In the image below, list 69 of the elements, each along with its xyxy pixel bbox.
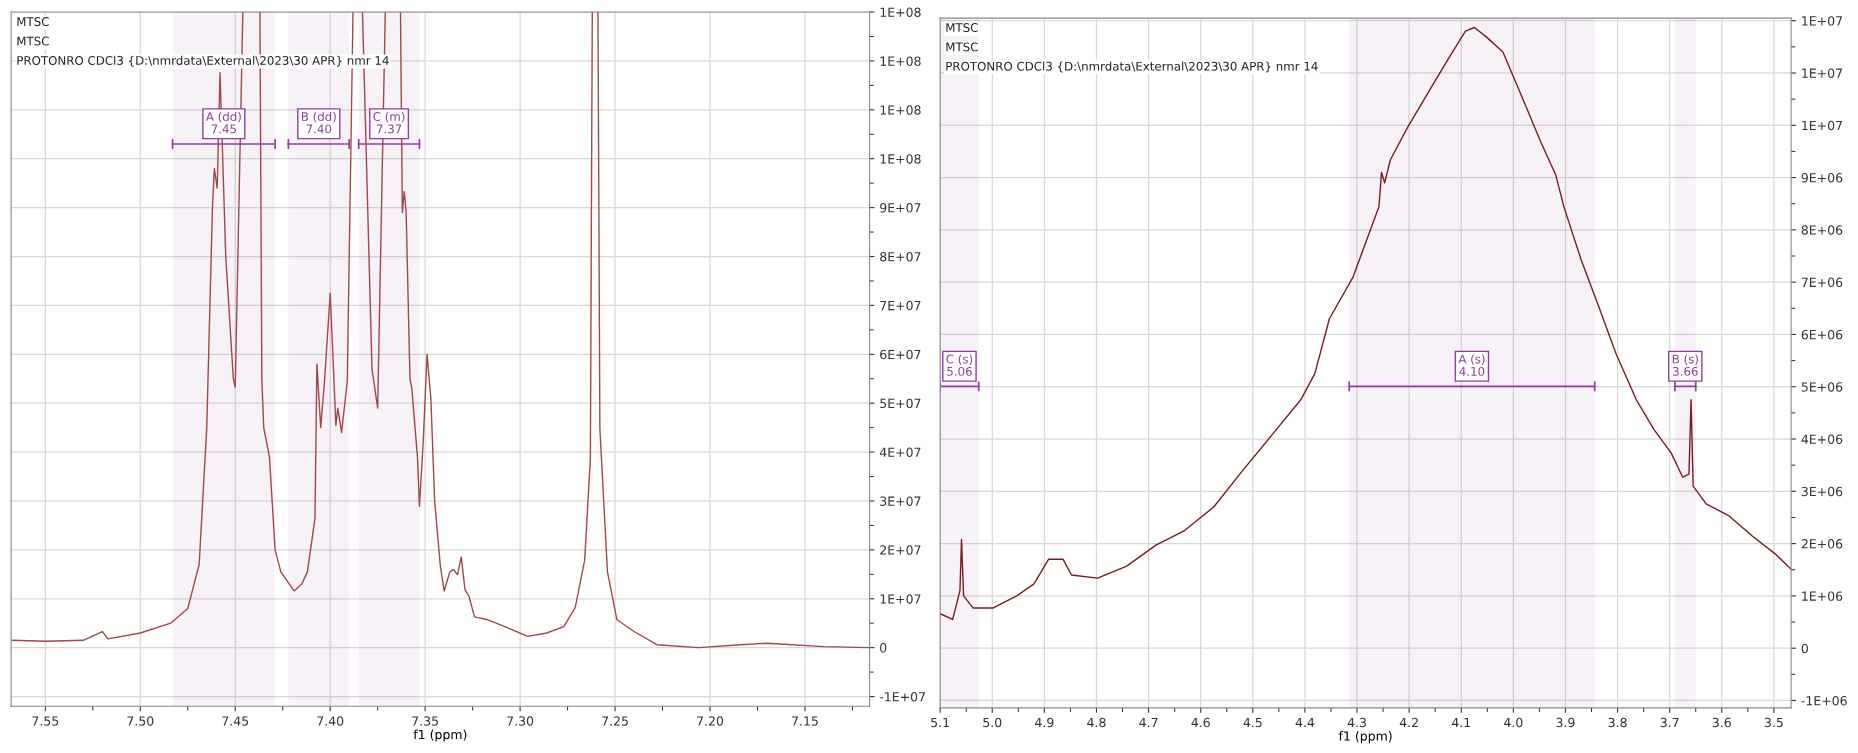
x-tick-label: 7.55: [32, 716, 59, 726]
y-tick-label: 3E+06: [1801, 486, 1843, 497]
x-tick-label: 4.7: [1139, 717, 1158, 728]
chart-title: MTSC: [946, 23, 978, 33]
y-tick-label: 2E+06: [1801, 539, 1843, 549]
band-label: A (s) 4.10: [1458, 354, 1485, 376]
annotation: PROTONRO CDCl3 {D:\nmrdata\External\2023\30 APR} nmr 14: [17, 55, 389, 67]
band-label: C (m) 7.37: [373, 111, 405, 134]
y-tick-label: -1E+07: [879, 692, 925, 702]
x-tick-label: 3.8: [1608, 717, 1627, 728]
y-tick-label: 6E+06: [1801, 329, 1843, 340]
x-tick-label: 3.7: [1660, 717, 1679, 728]
y-tick-label: 1E+08: [880, 56, 921, 66]
y-tick-label: 4E+06: [1801, 434, 1843, 444]
x-tick-label: 7.30: [507, 716, 534, 726]
annotation: MTSC: [946, 42, 978, 52]
y-tick-label: 9E+06: [1801, 173, 1843, 183]
x-tick-label: 5.0: [983, 717, 1002, 728]
x-tick-label: 4.6: [1191, 717, 1210, 728]
y-tick-label: 1E+08: [880, 7, 921, 17]
y-tick-label: 1E+08: [880, 105, 921, 115]
annotation: PROTONRO CDCl3 {D:\nmrdata\External\2023\30 APR} nmr 14: [946, 61, 1318, 73]
x-tick-label: 7.50: [127, 716, 154, 726]
chart-title: MTSC: [17, 17, 49, 27]
x-tick-label: 4.5: [1243, 717, 1262, 728]
y-tick-label: 6E+07: [880, 349, 921, 360]
band-label: C (s) 5.06: [946, 354, 973, 376]
annotation: MTSC: [17, 36, 49, 46]
x-tick-label: 7.20: [697, 716, 724, 726]
y-tick-label: 0: [880, 643, 887, 653]
x-tick-label: 4.9: [1035, 717, 1054, 728]
y-tick-label: -1E+06: [1801, 695, 1847, 706]
x-tick-label: 4.1: [1451, 717, 1471, 728]
y-tick-label: 1E+08: [880, 154, 921, 164]
y-tick-label: 1E+06: [1802, 591, 1843, 601]
y-tick-label: 4E+07: [879, 447, 921, 457]
x-tick-label: 3.9: [1556, 717, 1575, 728]
y-tick-label: 5E+07: [880, 398, 921, 409]
x-tick-label: 7.40: [317, 716, 344, 726]
y-tick-label: 7E+07: [880, 300, 921, 311]
x-axis-title: f1 (ppm): [413, 729, 467, 742]
y-tick-label: 0: [1801, 643, 1808, 654]
x-tick-label: 7.15: [792, 716, 818, 726]
x-tick-label: 7.25: [602, 716, 628, 726]
y-tick-label: 8E+07: [880, 251, 921, 262]
y-tick-label: 1E+07: [1802, 68, 1842, 78]
x-tick-label: 3.5: [1764, 717, 1783, 728]
x-tick-label: 4.3: [1347, 717, 1366, 728]
band-label: A (dd) 7.45: [205, 111, 241, 134]
band-label: B (dd) 7.40: [301, 111, 336, 134]
y-tick-label: 9E+07: [880, 203, 921, 213]
band-label: B (s) 3.66: [1672, 354, 1698, 376]
y-tick-label: 1E+07: [1802, 120, 1842, 131]
y-tick-label: 7E+06: [1801, 277, 1843, 288]
x-tick-label: 3.6: [1712, 717, 1731, 728]
y-tick-label: 1E+07: [880, 594, 921, 604]
y-tick-label: 5E+06: [1801, 382, 1843, 392]
x-tick-label: 4.2: [1399, 717, 1418, 728]
y-tick-label: 1E+07: [1802, 16, 1842, 26]
x-tick-label: 4.8: [1087, 717, 1106, 728]
y-tick-label: 2E+07: [880, 545, 921, 555]
x-tick-label: 4.0: [1504, 717, 1523, 728]
x-tick-label: 5.1: [931, 717, 949, 728]
x-axis-title: f1 (ppm): [1338, 731, 1392, 744]
y-tick-label: 8E+06: [1801, 225, 1843, 235]
x-tick-label: 4.4: [1295, 717, 1315, 728]
x-tick-label: 7.35: [412, 716, 438, 726]
x-tick-label: 7.45: [222, 716, 249, 726]
y-tick-label: 3E+07: [880, 496, 921, 506]
